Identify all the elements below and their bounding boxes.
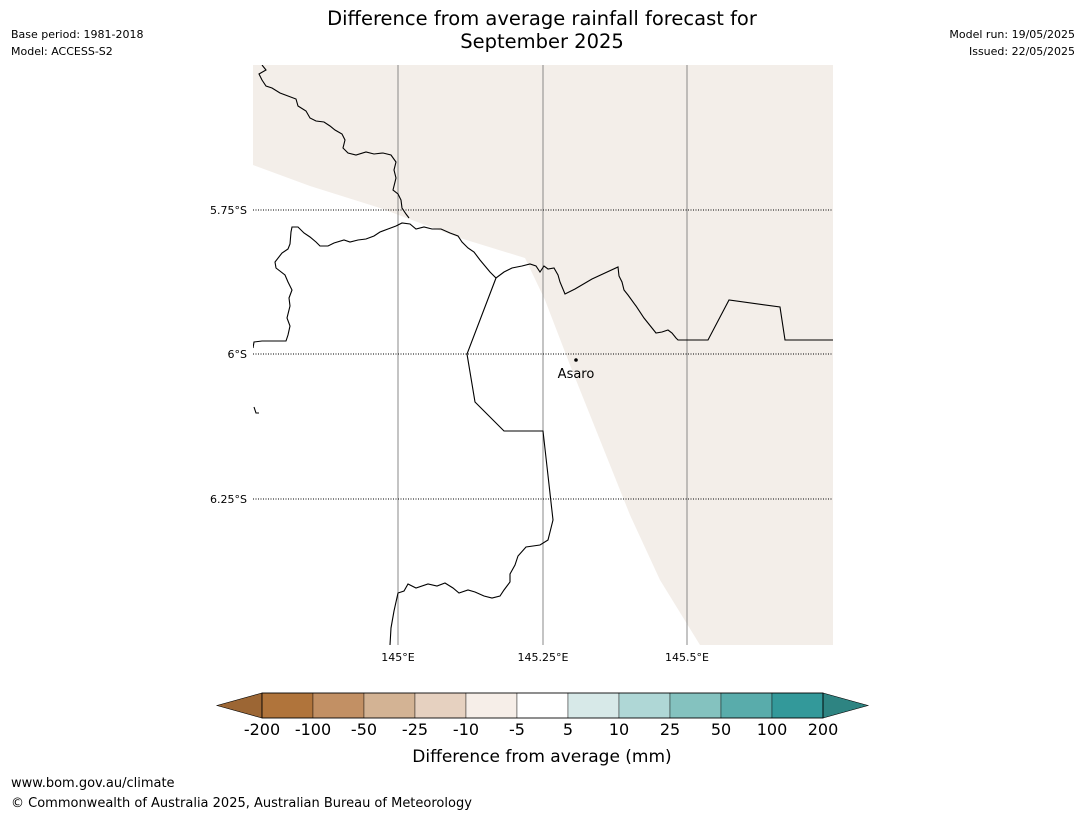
boundary-line-province xyxy=(389,277,554,645)
colorbar-tick-label: -25 xyxy=(402,720,428,739)
colorbar-swatch xyxy=(312,692,365,719)
colorbar-tick-label: 25 xyxy=(660,720,680,739)
colorbar-swatch xyxy=(771,692,824,719)
colorbar-tick-label: -100 xyxy=(295,720,331,739)
lon-label-145-5: 145.5°E xyxy=(665,651,709,664)
colorbar-tick-label: 200 xyxy=(808,720,839,739)
colorbar-swatches xyxy=(215,692,870,719)
colorbar-outline xyxy=(261,692,824,719)
colorbar-tick-label: -200 xyxy=(244,720,280,739)
metadata-right: Model run: 19/05/2025 Issued: 22/05/2025 xyxy=(949,26,1075,60)
map-area: Asaro xyxy=(253,65,833,645)
colorbar-swatch xyxy=(720,692,773,719)
asaro-marker xyxy=(574,358,578,362)
footer: www.bom.gov.au/climate © Commonwealth of… xyxy=(11,774,472,814)
metadata-left: Base period: 1981-2018 Model: ACCESS-S2 xyxy=(11,26,143,60)
footer-copyright: © Commonwealth of Australia 2025, Austra… xyxy=(11,796,472,811)
title-line-1: Difference from average rainfall forecas… xyxy=(327,7,757,30)
colorbar-label: Difference from average (mm) xyxy=(412,747,671,767)
base-period-text: Base period: 1981-2018 xyxy=(11,28,144,41)
lat-label-6-25: 6.25°S xyxy=(210,493,247,506)
place-label-asaro: Asaro xyxy=(558,367,595,382)
boundary-fragment xyxy=(253,406,259,414)
colorbar-extend-high xyxy=(822,692,870,719)
colorbar-swatch xyxy=(465,692,518,719)
colorbar-swatch xyxy=(669,692,722,719)
boundary-line-north xyxy=(258,65,410,219)
lon-label-145-25: 145.25°E xyxy=(518,651,569,664)
lat-label-6: 6°S xyxy=(228,348,247,361)
colorbar-swatch xyxy=(618,692,671,719)
colorbar-tick-label: 10 xyxy=(609,720,629,739)
colorbar-extend-low xyxy=(215,692,263,719)
lat-label-5-75: 5.75°S xyxy=(210,204,247,217)
title-line-2: September 2025 xyxy=(460,30,624,53)
colorbar-ticks: -200 -100 -50 -25 -10 -5 5 10 25 50 100 200 xyxy=(244,720,838,739)
model-run-text: Model run: 19/05/2025 xyxy=(949,28,1075,41)
lon-label-145: 145°E xyxy=(381,651,414,664)
colorbar-tick-label: -5 xyxy=(509,720,525,739)
colorbar-swatch xyxy=(414,692,467,719)
chart-title: Difference from average rainfall forecas… xyxy=(242,7,842,53)
boundary-line-central xyxy=(253,222,833,349)
colorbar-swatch xyxy=(261,692,314,719)
colorbar-swatch xyxy=(363,692,416,719)
footer-url[interactable]: www.bom.gov.au/climate xyxy=(11,776,175,791)
map-panel: Asaro 5.75°S 6°S 6.25°S 145°E 145.25°E 1… xyxy=(210,65,833,664)
colorbar-tick-label: 5 xyxy=(563,720,573,739)
colorbar-tick-label: -50 xyxy=(351,720,377,739)
colorbar-swatch xyxy=(567,692,620,719)
colorbar-tick-label: 100 xyxy=(757,720,788,739)
model-text: Model: ACCESS-S2 xyxy=(11,45,113,58)
colorbar-tick-label: 50 xyxy=(711,720,731,739)
colorbar-swatch xyxy=(516,692,569,719)
issued-text: Issued: 22/05/2025 xyxy=(968,45,1075,58)
colorbar-tick-label: -10 xyxy=(453,720,479,739)
